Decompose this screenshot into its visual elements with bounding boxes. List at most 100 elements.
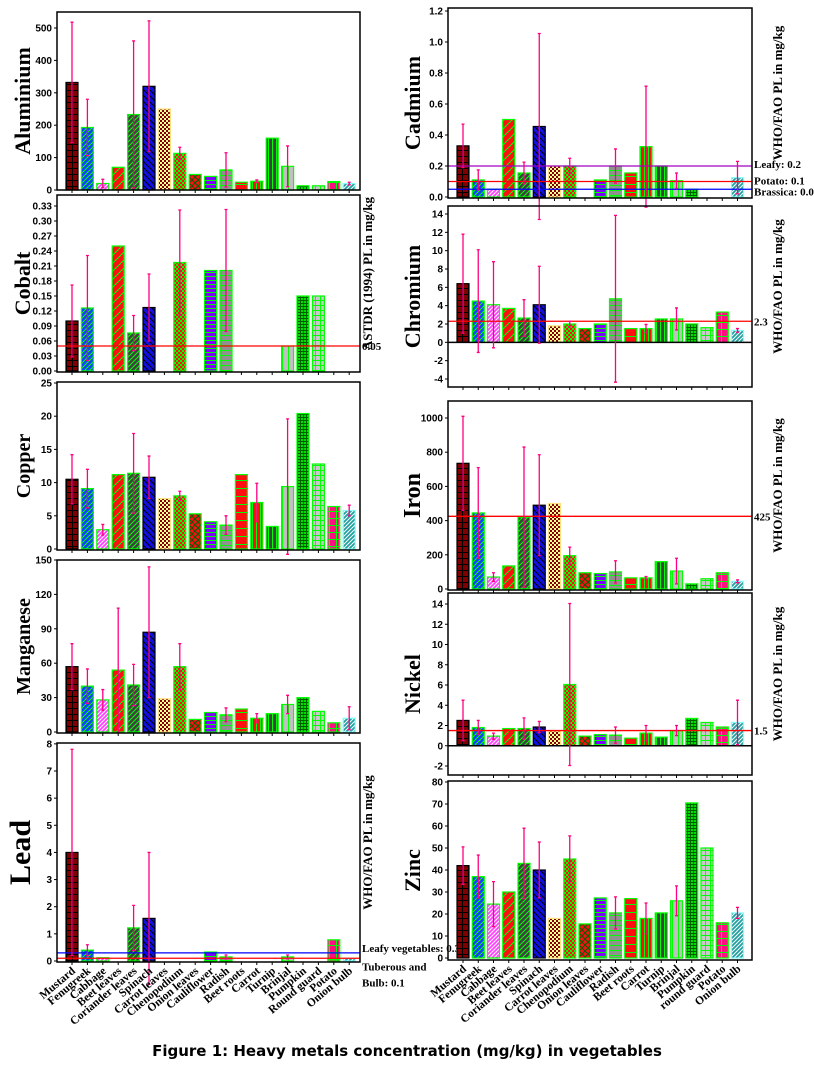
error-bar (736, 160, 739, 195)
y-tick-label: 0 (46, 957, 52, 968)
bar (296, 412, 310, 550)
y-tick-label: 600 (426, 482, 443, 493)
bar (311, 463, 325, 550)
panel-lead: Leafy vegetables: 0.3 Tuberous and Bulb: 0… (4, 739, 461, 1027)
y-tick-label: 40 (432, 866, 444, 877)
error-bar (286, 954, 290, 960)
y-axis-label: Iron (400, 473, 426, 518)
error-bar (70, 21, 74, 144)
bar (547, 730, 562, 747)
bar (311, 710, 325, 733)
bar (327, 722, 341, 733)
error-bar (492, 261, 495, 349)
y-tick-label: 5 (46, 511, 52, 522)
y-tick-label: 1000 (421, 414, 444, 425)
error-bar (347, 504, 351, 517)
y-tick-label: 8 (46, 739, 52, 750)
error-bar (476, 719, 480, 736)
right-axis-label: ASTDR (1994) PL in mg/kg (360, 196, 375, 350)
y-tick-label: 0 (46, 728, 52, 739)
y-tick-label: 6 (46, 794, 52, 805)
bar (700, 721, 714, 747)
y-tick-label: 400 (35, 56, 52, 67)
error-bar (568, 835, 572, 883)
y-tick-label: 2 (437, 320, 443, 331)
y-axis-label: Lead (4, 820, 37, 885)
bar (502, 565, 516, 590)
panel-cobalt: 0.05 0.00 0.03 0.06 0.09 0.12 0.15 0.18 0.21 0.24… (10, 194, 382, 378)
threshold-label: Brassica: 0.05 (754, 186, 814, 198)
bar (578, 327, 592, 343)
bar (547, 502, 562, 590)
error-bar (224, 152, 228, 188)
error-bar (101, 688, 105, 711)
error-bar (132, 314, 136, 352)
threshold-label: 0.05 (362, 341, 382, 353)
threshold-label: 2.3 (754, 316, 768, 328)
y-tick-label: 0.06 (33, 337, 53, 348)
y-tick-label: -4 (434, 375, 443, 386)
error-bar (70, 748, 74, 957)
y-tick-label: 2 (437, 721, 443, 732)
error-bar (537, 720, 541, 734)
error-bar (224, 707, 228, 723)
bar (624, 172, 638, 198)
plot-frame (447, 592, 753, 776)
y-tick-label: -2 (434, 356, 443, 367)
y-tick-label: 150 (35, 556, 52, 567)
error-bar (70, 284, 74, 358)
error-bar (255, 482, 259, 523)
right-axis-label: WHO/FAO PL in mg/kg (770, 606, 785, 741)
error-bar (132, 40, 136, 189)
bar (204, 175, 218, 191)
y-tick-label: 0.33 (33, 202, 53, 213)
bar (173, 495, 187, 550)
error-bar (614, 896, 617, 930)
error-bar (147, 20, 151, 153)
y-tick-label: 25 (41, 379, 53, 390)
plot-frame (56, 381, 361, 551)
bar (654, 736, 668, 747)
y-tick-label: -2 (434, 762, 443, 773)
y-tick-label: 0 (437, 954, 443, 965)
y-tick-label: 4 (437, 301, 443, 312)
error-bar (736, 579, 739, 584)
y-tick-label: 400 (426, 516, 443, 527)
error-bar (675, 885, 678, 917)
right-axis-label: WHO/FAO PL in mg/kg (770, 25, 785, 160)
error-bar (116, 607, 120, 733)
bar (624, 897, 638, 959)
error-bar (644, 85, 648, 208)
y-tick-label: 80 (432, 778, 444, 789)
bar (234, 708, 248, 733)
bar (111, 245, 125, 372)
y-tick-label: 8 (437, 265, 443, 276)
plot-frame (56, 559, 361, 734)
error-bar (224, 208, 228, 333)
error-bar (568, 320, 572, 328)
error-bar (286, 694, 290, 715)
error-bar (568, 157, 572, 175)
y-tick-label: 50 (432, 844, 444, 855)
panel-manganese: 0 30 60 90 120 150 Manganese (13, 556, 361, 739)
right-axis-label: WHO/FAO PL in mg/kg (770, 219, 785, 354)
y-tick-label: 800 (426, 448, 443, 459)
y-tick-label: 0.18 (33, 277, 53, 288)
error-bar (461, 846, 465, 885)
y-tick-label: 0 (46, 186, 52, 197)
error-bar (675, 307, 678, 331)
error-bar (644, 323, 648, 334)
bar (234, 181, 248, 191)
error-bar (132, 904, 136, 952)
y-tick-label: 5 (46, 821, 52, 832)
y-tick-label: 14 (432, 210, 444, 221)
y-tick-label: 4 (437, 701, 443, 712)
bar (593, 897, 607, 959)
error-bar (132, 663, 136, 707)
error-bar (85, 254, 89, 362)
error-bar (224, 515, 228, 536)
y-tick-label: 2 (46, 902, 52, 913)
error-bar (614, 560, 617, 584)
